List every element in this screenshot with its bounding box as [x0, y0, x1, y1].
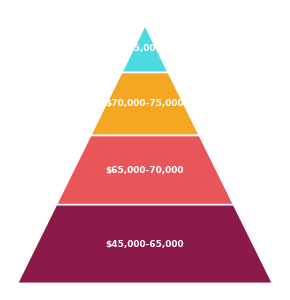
Polygon shape [90, 73, 200, 136]
Text: $75,000+: $75,000+ [121, 44, 169, 53]
Polygon shape [17, 205, 273, 284]
Polygon shape [56, 136, 234, 205]
Text: $65,000-70,000: $65,000-70,000 [106, 166, 184, 175]
Text: $45,000-65,000: $45,000-65,000 [106, 240, 184, 249]
Polygon shape [122, 25, 168, 73]
Text: $70,000-75,000: $70,000-75,000 [106, 100, 184, 109]
